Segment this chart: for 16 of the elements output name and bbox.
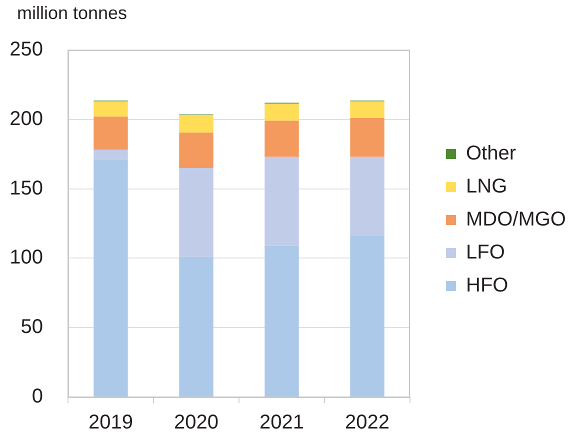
y-tick-label: 0 — [32, 386, 43, 408]
legend-label: Other — [466, 142, 516, 165]
y-tick-label: 250 — [10, 38, 43, 61]
y-tick-label: 200 — [10, 108, 43, 130]
x-tick-label: 2022 — [345, 412, 390, 434]
legend-label: HFO — [466, 274, 508, 297]
x-tick-label: 2019 — [88, 412, 133, 434]
y-tick-label: 150 — [10, 177, 43, 200]
legend-label: MDO/MGO — [466, 208, 566, 231]
x-tick-label: 2020 — [174, 412, 218, 434]
y-tick-label: 100 — [10, 246, 43, 269]
y-axis-title: million tonnes — [17, 2, 128, 23]
legend-label: LNG — [466, 176, 508, 198]
x-tick-label: 2021 — [260, 412, 304, 434]
y-tick-label: 50 — [20, 316, 43, 338]
legend-label: LFO — [466, 242, 505, 264]
